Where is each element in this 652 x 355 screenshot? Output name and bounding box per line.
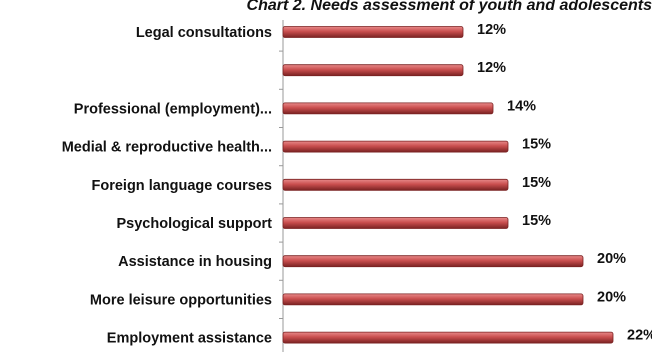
bars bbox=[279, 26, 614, 344]
value-label-5: 15% bbox=[522, 175, 551, 191]
value-label-8: 20% bbox=[597, 289, 626, 305]
category-label-8: More leisure opportunities bbox=[90, 292, 272, 308]
value-label-1: 12% bbox=[477, 22, 506, 38]
bar-8 bbox=[282, 293, 584, 306]
bar-7 bbox=[282, 255, 584, 268]
bar-9 bbox=[282, 331, 614, 344]
value-label-6: 15% bbox=[522, 213, 551, 229]
category-label-9: Employment assistance bbox=[107, 331, 272, 347]
bar-6 bbox=[282, 217, 509, 229]
value-labels: 12% 12% 14% 15% 15% 15% 20% 20% 22% bbox=[477, 22, 652, 344]
category-label-7: Assistance in housing bbox=[118, 254, 272, 270]
category-labels: Legal consultations Professional (employm… bbox=[62, 25, 272, 347]
chart-title: Chart 2. Needs assessment of youth and a… bbox=[247, 0, 652, 14]
value-label-2: 12% bbox=[477, 60, 506, 76]
bar-4 bbox=[282, 140, 509, 153]
value-label-3: 14% bbox=[507, 98, 536, 114]
bar-3 bbox=[282, 102, 494, 115]
category-label-4: Medial & reproductive health... bbox=[62, 140, 272, 156]
bar-1 bbox=[282, 26, 464, 38]
value-label-7: 20% bbox=[597, 251, 626, 267]
category-label-5: Foreign language courses bbox=[92, 178, 273, 194]
category-label-6: Psychological support bbox=[117, 216, 273, 232]
value-label-9: 22% bbox=[627, 328, 652, 344]
category-label-3: Professional (employment)... bbox=[74, 101, 272, 117]
value-label-4: 15% bbox=[522, 137, 551, 153]
bar-2 bbox=[282, 64, 464, 77]
category-label-1: Legal consultations bbox=[136, 25, 272, 41]
bar-5 bbox=[282, 178, 509, 191]
